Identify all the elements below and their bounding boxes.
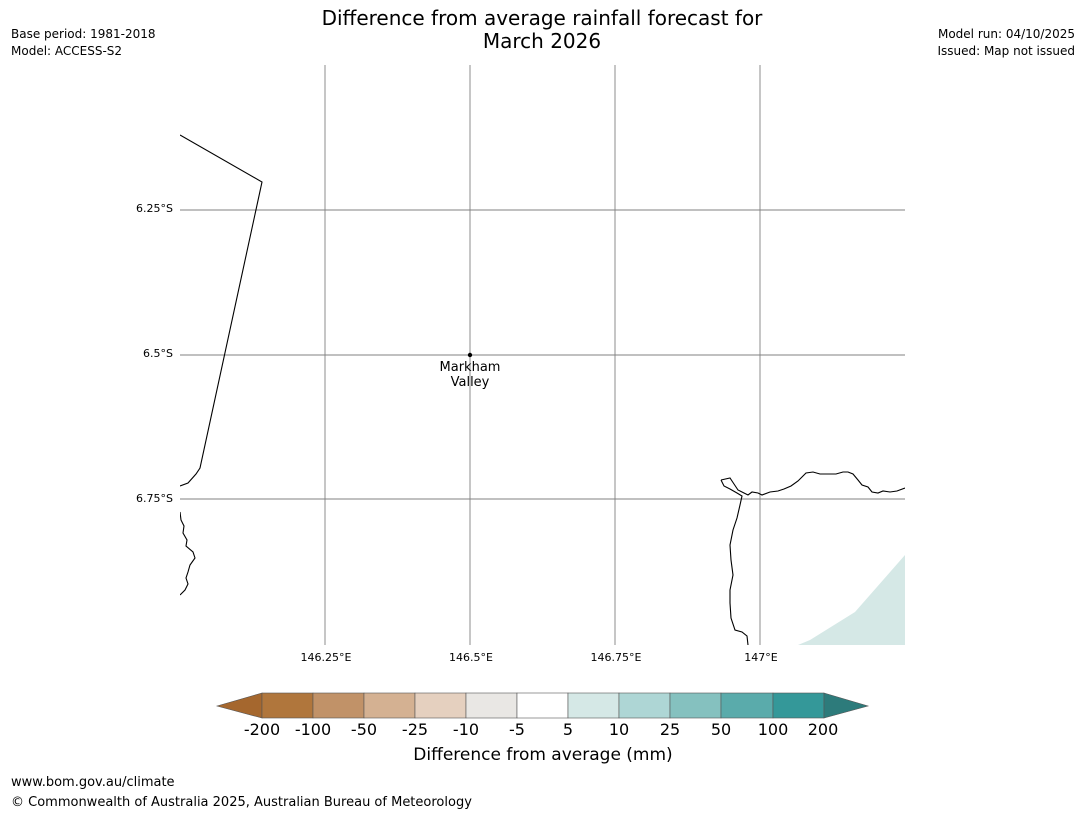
gridlines [180, 65, 905, 645]
colorbar-bin-10 [720, 692, 774, 719]
colorbar-bin-6 [516, 692, 569, 719]
issued-status: Issued: Map not issued [937, 44, 1075, 58]
map-title-line2: March 2026 [482, 29, 602, 53]
footer-copyright: © Commonwealth of Australia 2025, Austra… [11, 795, 472, 810]
model-run: Model run: 04/10/2025 [937, 27, 1075, 41]
map-title: Difference from average rainfall forecas… [242, 7, 842, 53]
colorbar-bin-7 [567, 692, 620, 719]
base-period: Base period: 1981-2018 [11, 27, 156, 41]
colorbar-tick-label: -100 [294, 720, 332, 739]
place-name-line1: Markham [439, 360, 501, 375]
place-label-markham-valley: Markham Valley [420, 360, 520, 390]
colorbar-tick-label: 25 [659, 720, 681, 739]
forecast-fill-area [798, 555, 905, 645]
lat-label-6-25: 6.25°S [136, 202, 173, 215]
lon-label-146-75: 146.75°E [590, 651, 642, 664]
region-boundary-west [180, 134, 263, 487]
meta-left: Base period: 1981-2018 Model: ACCESS-S2 [11, 26, 156, 60]
colorbar-bin-8 [618, 692, 671, 719]
colorbar-bin-1 [261, 692, 314, 719]
coastline-east [720, 471, 905, 496]
lat-label-6-5: 6.5°S [143, 347, 173, 360]
colorbar-tick-label: -200 [243, 720, 281, 739]
colorbar-bin-2 [312, 692, 365, 719]
markham-valley-marker [467, 352, 473, 358]
lat-label-6-75: 6.75°S [136, 492, 173, 505]
coastline-gulf [720, 479, 749, 645]
colorbar-tick-label: 5 [562, 720, 574, 739]
lon-label-146-25: 146.25°E [300, 651, 352, 664]
colorbar-bin-9 [669, 692, 722, 719]
colorbar-bin-11 [772, 692, 825, 719]
colorbar-extend-low [215, 692, 263, 719]
colorbar-bin-3 [363, 692, 416, 719]
colorbar-tick-label: 100 [757, 720, 789, 739]
colorbar-bin-5 [465, 692, 518, 719]
colorbar [215, 692, 870, 719]
coastline-southwest [180, 511, 196, 596]
colorbar-tick-label: -50 [350, 720, 378, 739]
colorbar-tick-label: 50 [710, 720, 732, 739]
colorbar-extend-high [823, 692, 870, 719]
place-name-line2: Valley [450, 375, 490, 390]
map-title-line1: Difference from average rainfall forecas… [321, 6, 763, 30]
colorbar-tick-label: -25 [401, 720, 429, 739]
footer-url[interactable]: www.bom.gov.au/climate [11, 775, 175, 790]
colorbar-bin-4 [414, 692, 467, 719]
colorbar-tick-label: -10 [452, 720, 480, 739]
colorbar-tick-label: 200 [807, 720, 839, 739]
colorbar-title: Difference from average (mm) [413, 745, 673, 765]
model-name: Model: ACCESS-S2 [11, 44, 123, 58]
colorbar-tick-label: 10 [608, 720, 630, 739]
meta-right: Model run: 04/10/2025 Issued: Map not is… [937, 26, 1075, 60]
lon-label-146-5: 146.5°E [449, 651, 493, 664]
lon-label-147: 147°E [744, 651, 778, 664]
colorbar-tick-label: -5 [509, 720, 525, 739]
